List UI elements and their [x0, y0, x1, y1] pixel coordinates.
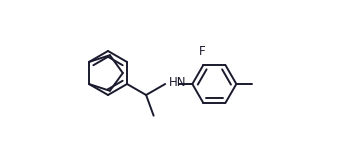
Text: HN: HN — [169, 75, 187, 88]
Text: F: F — [199, 45, 206, 58]
